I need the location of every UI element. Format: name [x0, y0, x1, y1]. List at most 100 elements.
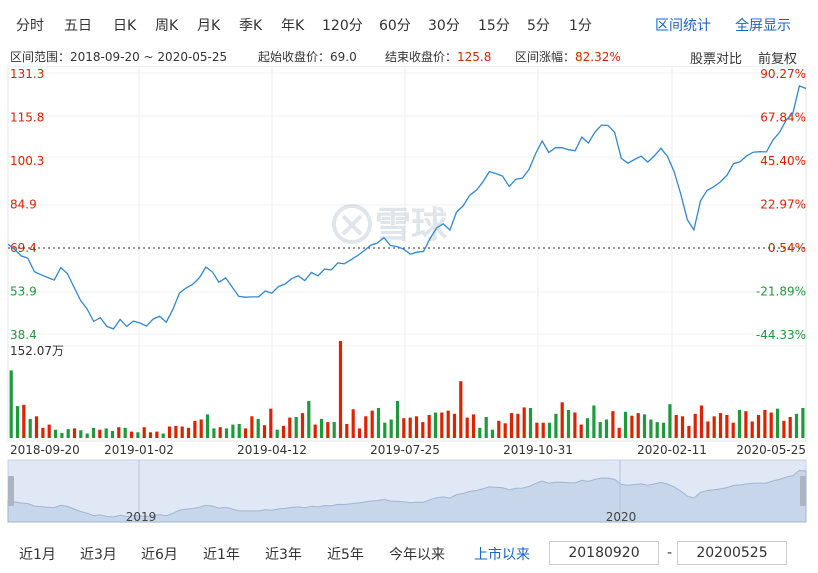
start-date-input[interactable]: [549, 541, 659, 565]
volume-bar: [756, 415, 761, 438]
volume-bar: [269, 408, 273, 438]
tab-5min[interactable]: 5分: [527, 18, 550, 34]
volume-bar: [123, 427, 127, 438]
volume-bar: [28, 418, 32, 438]
y-left-tick-label: 131.3: [10, 67, 44, 81]
info-bar: 区间范围：2018-09-20 ~ 2020-05-25 起始收盘价：69.0 …: [0, 48, 818, 67]
volume-bar: [34, 416, 39, 438]
volume-bar: [117, 427, 121, 438]
range-ytd-button[interactable]: 今年以来: [389, 547, 445, 563]
volume-bar: [566, 409, 571, 438]
tab-1min[interactable]: 1分: [569, 18, 592, 34]
volume-bar: [250, 416, 254, 438]
y-left-tick-label: 100.3: [10, 154, 44, 168]
range-3y-button[interactable]: 近3年: [265, 547, 302, 563]
volume-bar: [180, 426, 184, 438]
volume-bar: [516, 413, 520, 438]
interval-stats-button[interactable]: 区间统计: [655, 18, 711, 34]
adjust-mode-button[interactable]: 前复权: [758, 52, 798, 67]
volume-bar: [604, 419, 609, 438]
volume-bar: [174, 425, 178, 438]
range-1m-button[interactable]: 近1月: [19, 547, 56, 563]
volume-bar: [636, 413, 640, 438]
volume-bar: [319, 418, 324, 438]
tab-weekly-k[interactable]: 周K: [155, 18, 179, 34]
volume-bar: [801, 408, 805, 438]
volume-bar: [687, 425, 691, 438]
volume-bar: [395, 401, 400, 438]
range-1y-button[interactable]: 近1年: [203, 547, 240, 563]
end-price-value: 125.8: [457, 50, 492, 64]
volume-bar: [693, 413, 697, 438]
tab-30min[interactable]: 30分: [428, 18, 460, 34]
x-tick-label: 2019-10-31: [503, 443, 573, 457]
volume-bar: [224, 428, 229, 438]
volume-bar: [414, 416, 419, 438]
fullscreen-button[interactable]: 全屏显示: [735, 18, 791, 34]
range-since-listing-button[interactable]: 上市以来: [474, 547, 530, 563]
volume-bar: [706, 421, 710, 438]
volume-bar: [459, 381, 463, 438]
x-tick-label: 2019-04-12: [237, 443, 307, 457]
tab-fenshi[interactable]: 分时: [16, 18, 44, 34]
y-right-tick-label: 45.40%: [760, 154, 806, 168]
end-price-label: 结束收盘价：: [385, 50, 458, 64]
volume-bar: [79, 430, 83, 438]
volume-bar: [592, 405, 596, 438]
tab-15min[interactable]: 15分: [478, 18, 510, 34]
x-tick-label: 2018-09-20: [10, 443, 80, 457]
volume-bar: [642, 414, 647, 438]
y-right-tick-label: 90.27%: [760, 67, 806, 81]
volume-bar: [294, 417, 298, 438]
volume-bar: [769, 412, 773, 438]
volume-bar: [129, 431, 134, 438]
volume-bar: [541, 422, 545, 438]
volume-bar: [509, 413, 514, 438]
x-tick-label: 2020-05-25: [736, 443, 806, 457]
tab-60min[interactable]: 60分: [379, 18, 411, 34]
navigator-area: [7, 469, 807, 523]
volume-bar: [788, 417, 792, 438]
volume-bar: [731, 422, 735, 438]
volume-bar: [452, 413, 457, 438]
tab-daily-k[interactable]: 日K: [113, 18, 137, 34]
volume-bar: [66, 429, 70, 438]
stock-compare-button[interactable]: 股票对比: [690, 52, 743, 67]
y-left-tick-label: 115.8: [10, 111, 44, 125]
range-3m-button[interactable]: 近3月: [80, 547, 117, 563]
volume-bar: [484, 417, 488, 438]
tab-quarterly-k[interactable]: 季K: [239, 18, 263, 34]
volume-bar: [446, 410, 450, 438]
tab-monthly-k[interactable]: 月K: [197, 18, 221, 34]
volume-bar: [53, 429, 58, 438]
volume-bar: [763, 409, 767, 438]
volume-bar: [41, 427, 45, 438]
end-date-input[interactable]: [677, 541, 787, 565]
volume-bar: [243, 428, 248, 438]
range-text: 区间范围：2018-09-20 ~ 2020-05-25: [10, 50, 228, 64]
tab-yearly-k[interactable]: 年K: [281, 18, 305, 34]
volume-bar: [737, 409, 742, 438]
watermark: 雪球: [332, 204, 448, 246]
price-chart[interactable]: 雪球 131.3 90.27% 115.8 67.84% 100.3 45.40% 84.9…: [0, 66, 818, 528]
volume-bar: [15, 406, 20, 438]
volume-bar: [744, 411, 748, 438]
tab-5day[interactable]: 五日: [64, 18, 92, 34]
y-right-tick-label: -21.89%: [756, 285, 806, 299]
volume-bar: [560, 402, 564, 438]
volume-bar: [750, 421, 754, 438]
y-right-tick-label: 67.84%: [760, 111, 806, 125]
navigator-right-handle: [800, 476, 806, 506]
range-6m-button[interactable]: 近6月: [141, 547, 178, 563]
range-selector: 近1月 近3月 近6月 近1年 近3年 近5年 今年以来 上市以来 -: [0, 528, 818, 573]
tab-120min[interactable]: 120分: [322, 18, 363, 34]
volume-bar: [402, 418, 406, 438]
y-right-tick-label: 22.97%: [760, 198, 806, 212]
volume-bar: [611, 411, 615, 438]
range-5y-button[interactable]: 近5年: [327, 547, 364, 563]
volume-bar: [668, 404, 672, 438]
volume-bar: [161, 433, 165, 438]
volume-bar: [478, 427, 482, 438]
volume-bar: [794, 413, 799, 438]
start-price-value: 69.0: [330, 50, 357, 64]
